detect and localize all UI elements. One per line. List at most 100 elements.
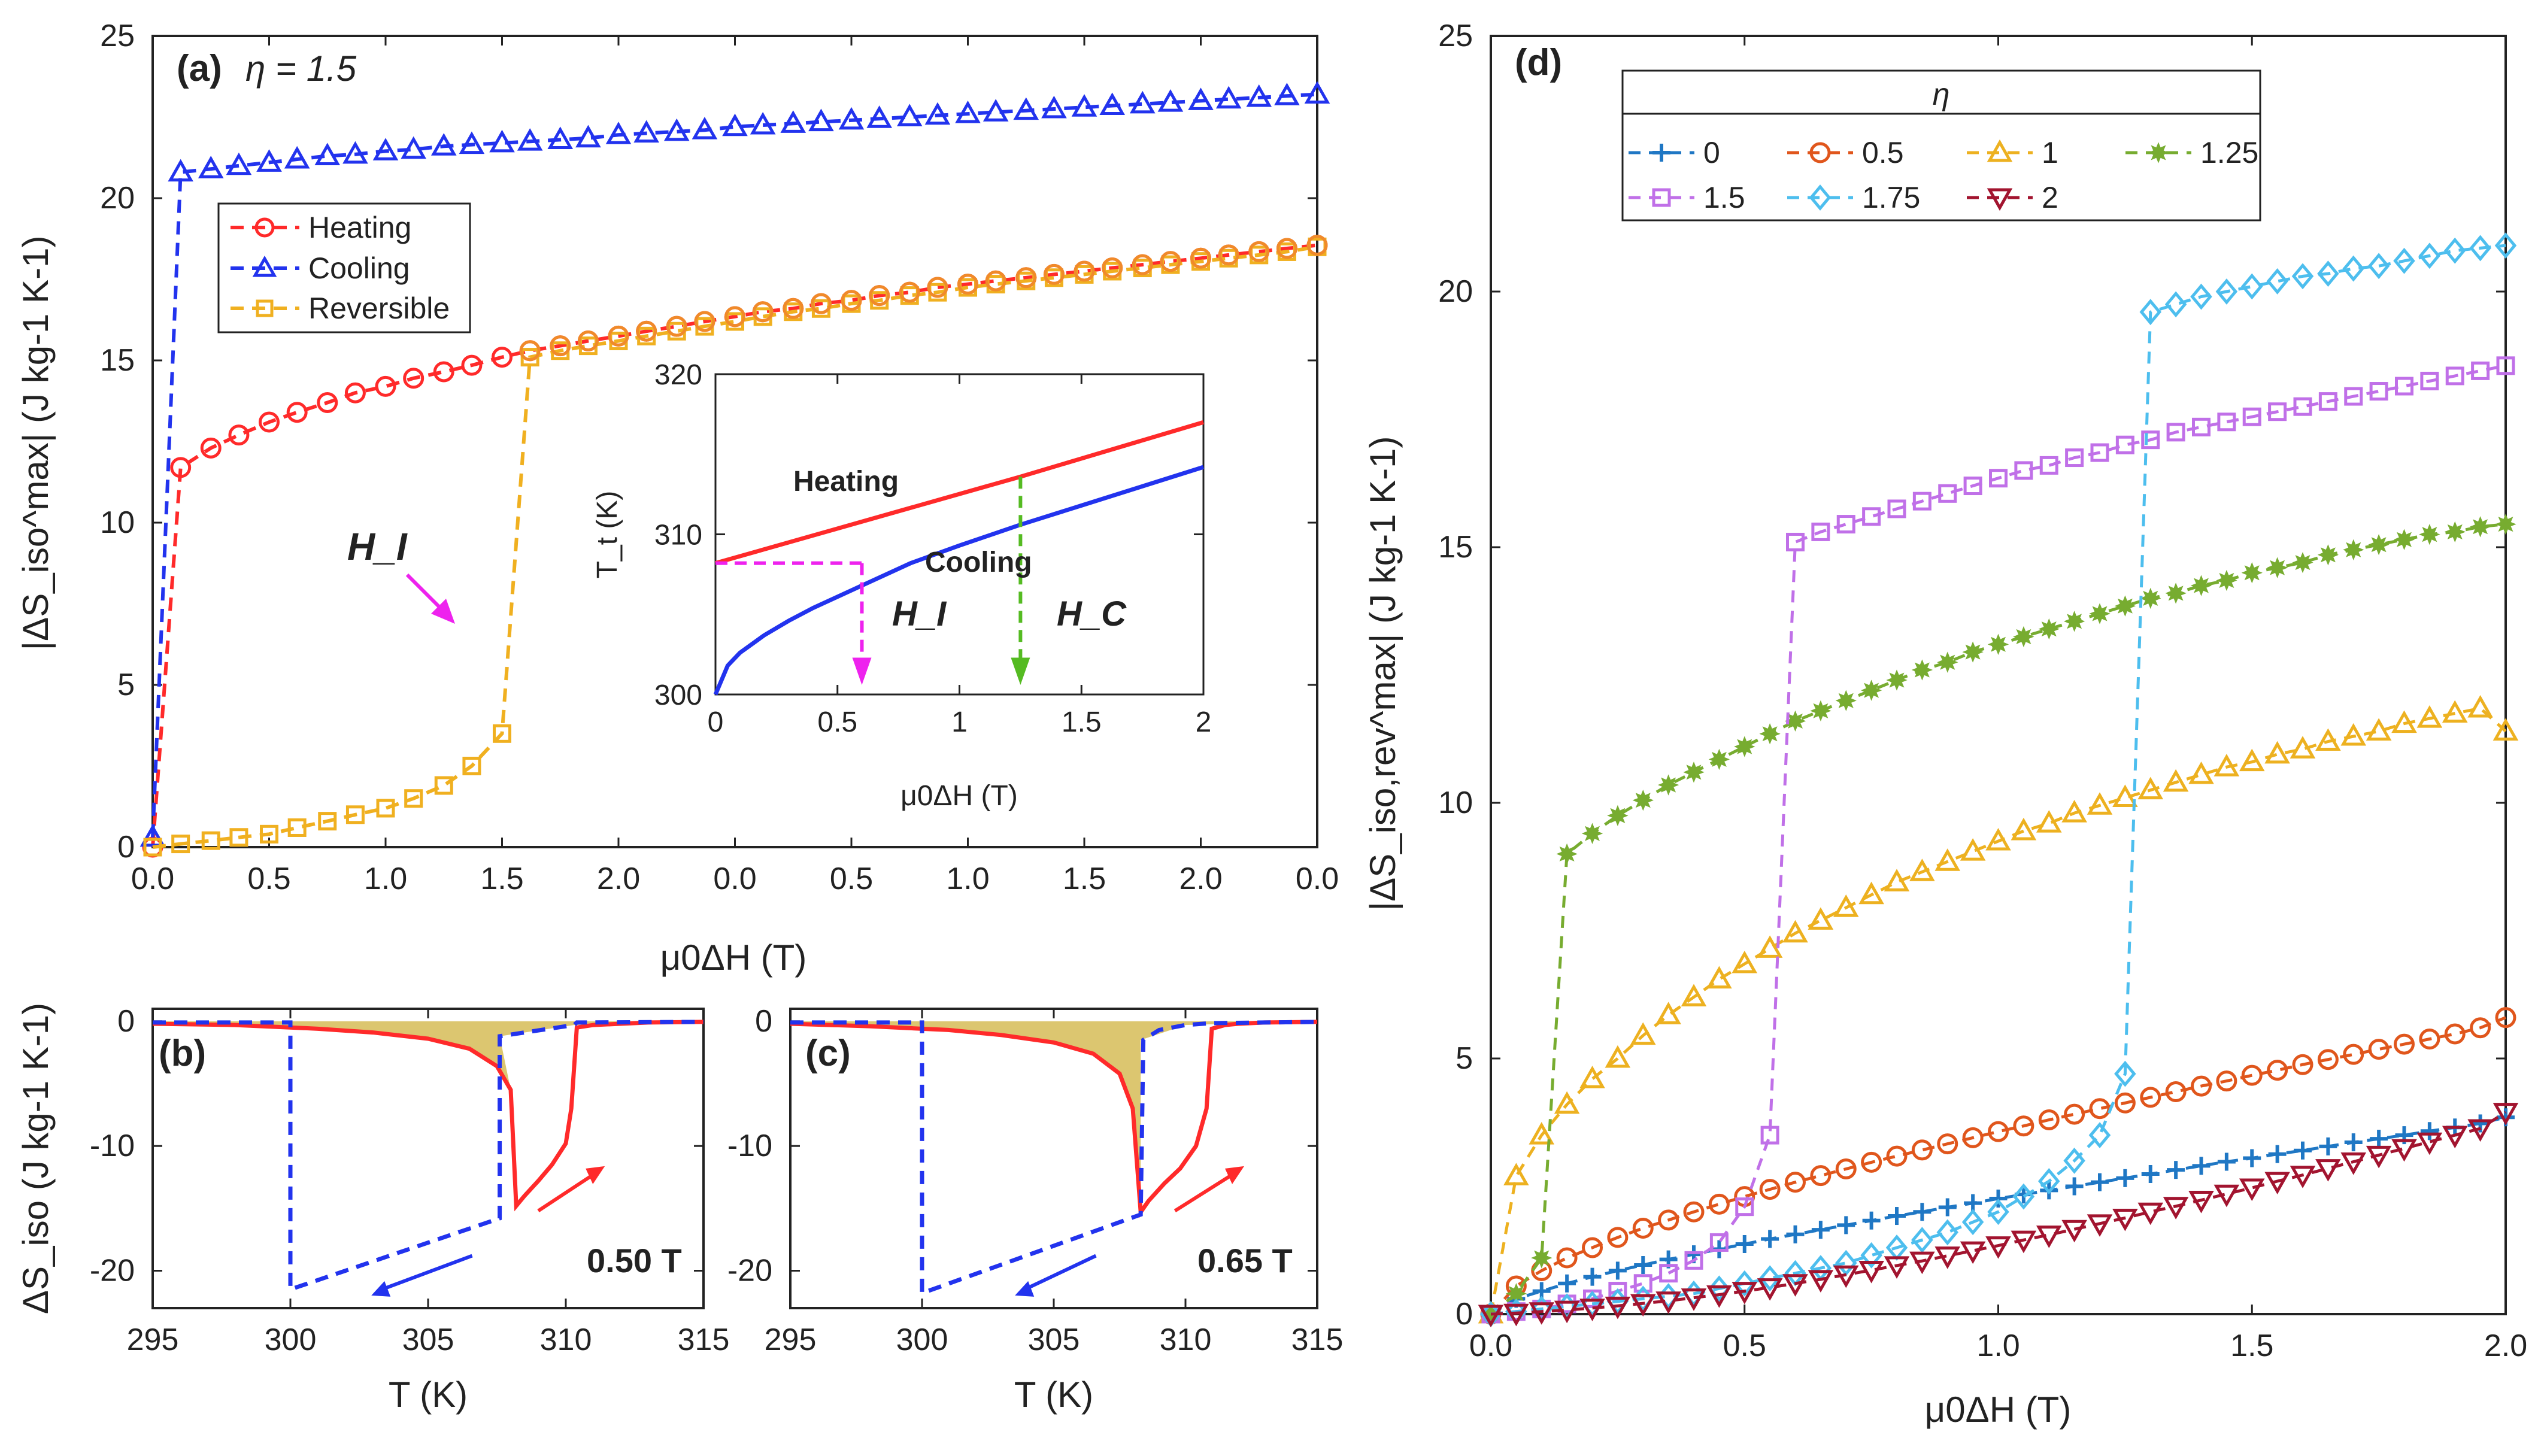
panel-a-heating-overlap-point: [1306, 235, 1328, 256]
panel-d-eta-1.5-point: [2065, 448, 2084, 468]
panel-d-eta-1.25-point: [2444, 521, 2466, 543]
legend-cooling-marker: [252, 255, 277, 277]
inset-ytick-label: 320: [654, 359, 702, 391]
panel-d-eta-0.5-point: [2114, 1092, 2136, 1114]
panel-d-eta-2-point: [1706, 1285, 1732, 1308]
panel-d-eta-1-point: [2036, 810, 2062, 833]
panel-d-eta-1.5-point: [1684, 1251, 1703, 1270]
panel-a-cooling-point: [692, 117, 718, 139]
panel-d-eta-1.25-point: [1505, 1283, 1527, 1305]
panel-d-eta-2-point: [2442, 1126, 2468, 1149]
panel-d-eta-1.5-point: [1963, 477, 1982, 496]
panel-d-eta-1-point: [2290, 736, 2316, 759]
panel-d-eta-2-point: [1579, 1299, 1605, 1321]
panel-d-eta-1.5-point: [1989, 469, 2008, 488]
panel-b-heating-arrowhead: [586, 1166, 605, 1184]
panel-c-heating-arrowhead: [1225, 1166, 1244, 1184]
panel-d-eta-1.5-point: [1633, 1274, 1652, 1293]
panel-d-xtick-label: 1.0: [1976, 1328, 2020, 1363]
panel-d-eta-0.5-point: [1810, 1165, 1832, 1187]
panel-d-eta-1.75-point: [2443, 237, 2466, 264]
panel-a-series: [140, 81, 1330, 858]
panel-a-reversible-point: [404, 789, 423, 808]
panel-d-eta-0.5-point: [2394, 1033, 2415, 1055]
panel-d-eta-0.5-point: [1988, 1121, 2009, 1142]
panel-a-cooling-point: [1099, 92, 1125, 116]
panel-a-hi-arrow-head: [431, 599, 455, 624]
panel-a-cooling-point: [722, 113, 748, 136]
panel-d-eta-1.75-point: [1733, 1270, 1756, 1297]
panel-d-eta-1.25-point: [2216, 569, 2237, 592]
panel-c-field-label: 0.65 T: [1197, 1242, 1293, 1279]
legend-heating-marker: [254, 217, 275, 238]
panel-a-heating-point: [170, 457, 192, 478]
panel-c-ticks: 0 -10 -20 295 300 305 310 315: [727, 1004, 1344, 1357]
panel-a-cooling-point: [547, 126, 574, 149]
inset-xtick-label: 0: [708, 706, 724, 738]
panel-c-xtick-label: 300: [896, 1322, 948, 1357]
panel-d-eta-1-point: [2442, 700, 2468, 723]
panel-a-xtick-label: 0.5: [247, 862, 290, 896]
panel-a-heating-overlap-point: [985, 270, 1006, 292]
panel-d-eta-0.5-point: [2241, 1064, 2263, 1086]
panel-d-legend-box: [1621, 69, 2261, 222]
panel-d-legend: η 0 0.5 1 1.25 1.5 1.75 2: [1621, 69, 2261, 222]
panel-d-eta-0.5-point: [2292, 1054, 2313, 1075]
panel-b-xtick-label: 300: [265, 1322, 317, 1357]
panel-d-eta-0.5-point: [1708, 1193, 1730, 1215]
panel-d-eta-1.5-point: [1862, 507, 1881, 526]
panel-d-ytick-label: 20: [1438, 274, 1473, 309]
inset-x-label: μ0ΔH (T): [900, 780, 1018, 812]
panel-d-eta-0.5-point: [2419, 1029, 2440, 1050]
panel-d-ytick-label: 5: [1456, 1041, 1473, 1076]
panel-d-eta-1-point: [1630, 1022, 1656, 1045]
panel-d-ytick-label: 10: [1438, 785, 1473, 820]
panel-d-eta-1-point: [1681, 984, 1707, 1007]
panel-a-cooling-point: [1215, 86, 1242, 109]
panel-a-heating-overlap-point: [1276, 238, 1297, 259]
panel-d-eta-1-point: [2340, 723, 2367, 746]
panel-b-cooling-line: [153, 1020, 704, 1293]
panel-a-cooling-point: [401, 136, 426, 159]
panel-d-eta-1.5-point: [1659, 1264, 1678, 1283]
panel-d-eta-1-point: [1782, 920, 1808, 943]
panel-a-heating-overlap-point: [1248, 241, 1270, 262]
panel-a-cooling-point: [575, 125, 601, 148]
panel-d-eta-1.25-point: [2266, 557, 2288, 578]
panel-d-eta-1.5-point: [1709, 1233, 1729, 1252]
panel-d-eta-2-point: [2416, 1132, 2443, 1155]
panel-d-eta-1.25-point: [1683, 762, 1705, 783]
panel-d-eta-1.5-point: [2420, 371, 2439, 390]
panel-a-heating-overlap-point: [1218, 244, 1239, 266]
panel-d-eta-1.25-point: [2241, 562, 2263, 584]
panel-d-eta-1.5-point: [2242, 407, 2261, 426]
panel-a-cooling-point: [838, 107, 865, 130]
panel-d-legend-eta-1.5-label: 1.5: [1703, 181, 1745, 214]
panel-d-eta-1-point: [2391, 710, 2417, 733]
panel-d-ytick-label: 15: [1438, 530, 1473, 565]
panel-b-fill: [153, 1021, 704, 1090]
panel-a-reversible-point: [143, 838, 162, 857]
panel-d-eta-1.25-point: [2343, 539, 2364, 560]
panel-d-eta-0.5-point: [2191, 1075, 2212, 1097]
panel-d-eta-1-point: [1858, 881, 1884, 905]
panel-d-eta-0.5-point: [1683, 1201, 1705, 1223]
panel-a-reversible-point: [493, 724, 511, 743]
panel-d-eta-2-point: [2163, 1197, 2189, 1220]
panel-a-cooling-point: [342, 141, 368, 164]
panel-d-eta-1.25-point: [2038, 618, 2060, 640]
panel-a-reversible-point: [376, 799, 395, 818]
panel-a-inset: 300 310 320 0 0.5 1 1.5 2 Heating Cooling H_I H…: [592, 359, 1211, 812]
panel-d-eta-1.5-point: [1912, 492, 1931, 511]
panel-d-eta-1-point: [1655, 1002, 1681, 1024]
panel-d-eta-0.5-point: [2216, 1070, 2237, 1092]
panel-d-eta-1.5-point: [2293, 397, 2312, 416]
panel-b-cooling-arrow: [378, 1254, 473, 1293]
panel-c-ytick-label: 0: [755, 1004, 772, 1039]
panel-d-eta-1.5-point: [2039, 456, 2058, 475]
panel-d-eta-2-point: [2290, 1166, 2316, 1188]
panel-d-eta-2-point: [2493, 1103, 2519, 1126]
panel-a-legend: Heating Cooling Reversible: [217, 202, 471, 333]
panel-d-series: [1478, 232, 2519, 1328]
panel-a-xtick-label: 2.0: [597, 862, 640, 896]
